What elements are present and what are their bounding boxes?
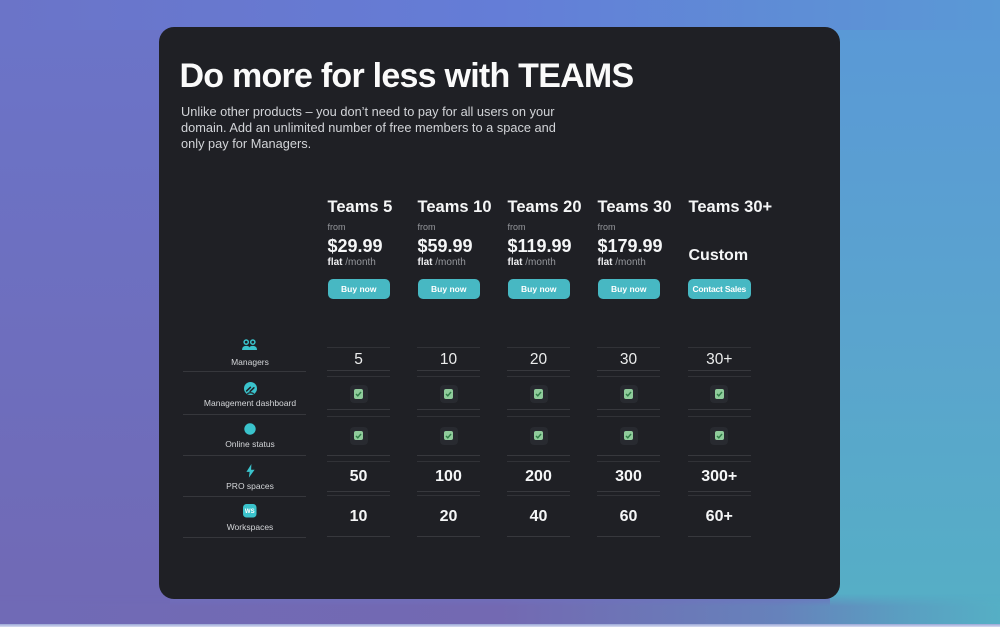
svg-text:WS: WS — [245, 509, 255, 515]
